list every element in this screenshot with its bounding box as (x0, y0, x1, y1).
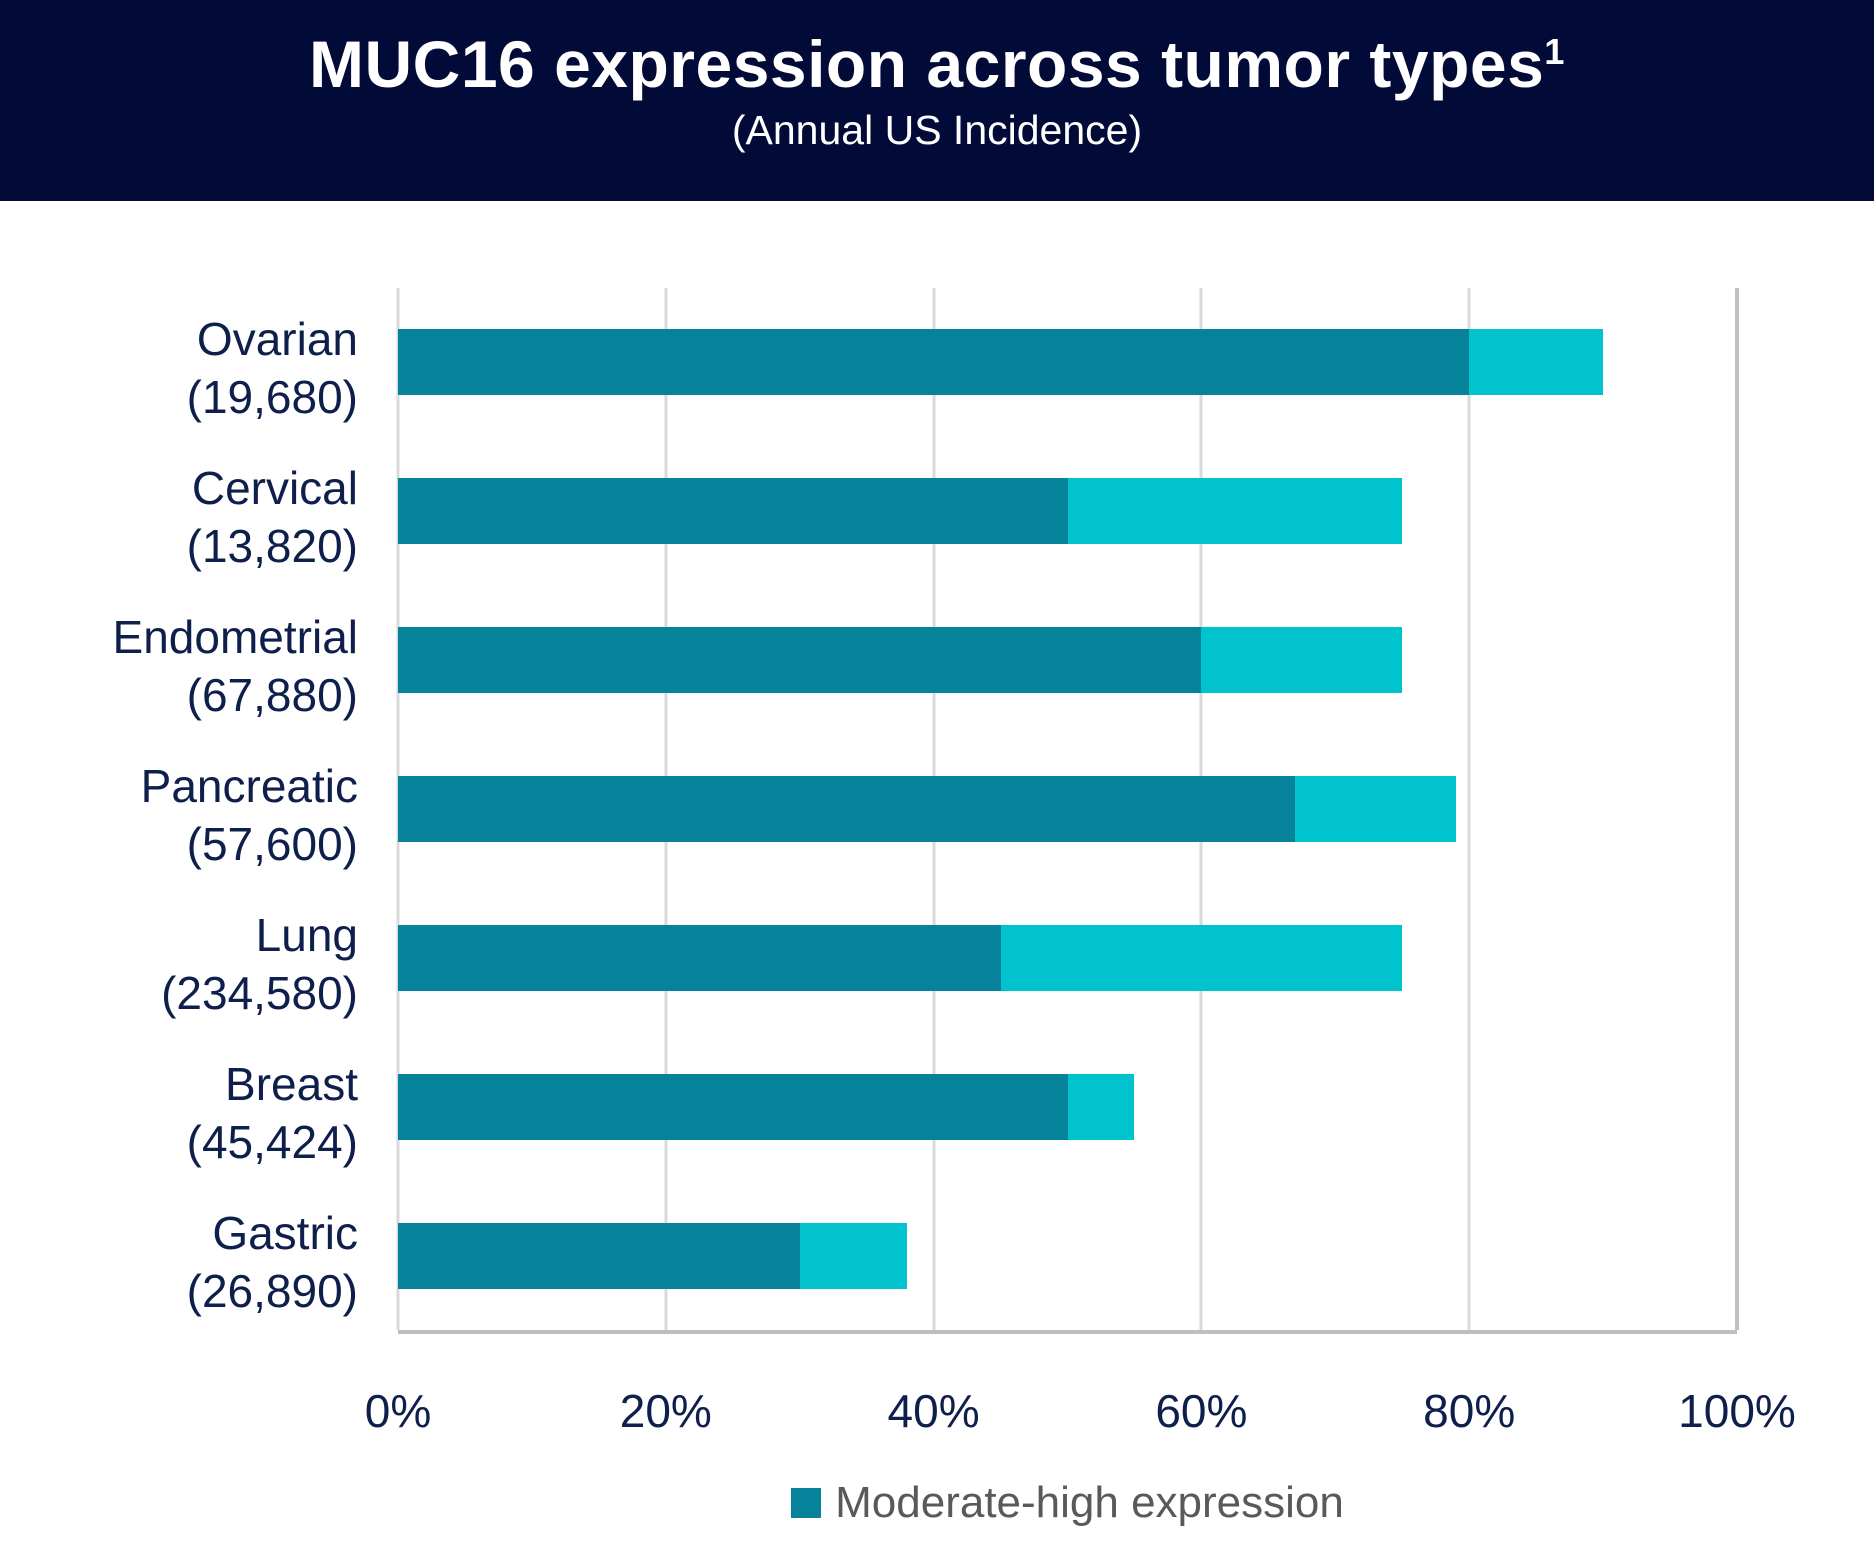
category-label-gastric: Gastric (26,890) (0, 1181, 358, 1330)
category-label-ovarian: Ovarian (19,680) (0, 288, 358, 437)
x-tick-label-20%: 20% (619, 1385, 712, 1437)
category-incidence: (67,880) (186, 669, 358, 722)
chart-title-text: MUC16 expression across tumor types (309, 27, 1545, 101)
x-tick-label-0%: 0% (364, 1385, 432, 1437)
bar-row-endometrial (398, 586, 1737, 735)
x-tick-label-80%: 80% (1423, 1385, 1516, 1437)
gridline-80% (1467, 288, 1471, 1330)
segment-secondary-endometrial (1201, 627, 1403, 694)
segment-secondary-lung (1000, 924, 1403, 991)
bar-row-lung (398, 883, 1737, 1032)
category-incidence: (57,600) (186, 818, 358, 870)
title-footnote-marker: 1 (1544, 31, 1565, 72)
category-name: Endometrial (112, 611, 358, 664)
category-incidence: (26,890) (186, 1264, 358, 1317)
segment-moderate-high-breast (398, 1073, 1068, 1140)
plot-area (396, 288, 1739, 1334)
x-tick-label-40%: 40% (887, 1385, 980, 1437)
category-name: Lung (255, 908, 358, 961)
category-name: Pancreatic (140, 760, 358, 813)
x-tick-label-60%: 60% (1155, 1385, 1248, 1437)
bar-row-cervical (398, 437, 1737, 586)
category-name: Ovarian (196, 313, 358, 366)
category-label-pancreatic: Pancreatic (57,600) (0, 735, 358, 884)
category-incidence: (45,424) (186, 1115, 358, 1168)
segment-moderate-high-gastric (398, 1222, 800, 1289)
segment-moderate-high-pancreatic (398, 776, 1296, 842)
bar-row-ovarian (398, 288, 1737, 437)
bar-row-breast (398, 1032, 1737, 1181)
bar-row-gastric (398, 1181, 1737, 1330)
category-incidence: (19,680) (186, 371, 358, 424)
header-banner: MUC16 expression across tumor types1 (An… (0, 0, 1874, 201)
legend-swatch-moderate-high-icon (791, 1488, 822, 1518)
category-label-cervical: Cervical (13,820) (0, 437, 358, 586)
x-tick-label-100%: 100% (1678, 1385, 1796, 1437)
segment-secondary-pancreatic (1295, 776, 1456, 842)
category-name: Breast (225, 1057, 358, 1110)
segment-moderate-high-lung (398, 924, 1001, 991)
category-labels: Ovarian (19,680) Cervical (13,820) Endometri… (0, 288, 358, 1330)
bars-layer (398, 288, 1737, 1330)
category-incidence: (234,580) (161, 966, 358, 1019)
bar-row-pancreatic (398, 735, 1737, 884)
gridline-100% (1735, 288, 1739, 1330)
category-incidence: (13,820) (186, 520, 358, 573)
segment-secondary-ovarian (1469, 329, 1604, 396)
category-name: Cervical (191, 462, 358, 515)
segment-moderate-high-endometrial (398, 627, 1202, 694)
category-label-lung: Lung (234,580) (0, 883, 358, 1032)
segment-secondary-breast (1067, 1073, 1135, 1140)
category-label-breast: Breast (45,424) (0, 1032, 358, 1181)
x-axis: 0% 20% 40% 60% 80% 100% (365, 1384, 1796, 1454)
segment-moderate-high-ovarian (398, 329, 1470, 396)
legend-label: Moderate-high expression (835, 1478, 1344, 1527)
chart-subtitle: (Annual US Incidence) (731, 107, 1143, 154)
category-name: Gastric (212, 1206, 358, 1259)
segment-secondary-cervical (1067, 478, 1403, 545)
segment-moderate-high-cervical (398, 478, 1068, 545)
legend: Moderate-high expression (398, 1478, 1737, 1528)
chart-title: MUC16 expression across tumor types1 (0, 0, 1874, 99)
category-label-endometrial: Endometrial (67,880) (0, 586, 358, 735)
segment-secondary-gastric (799, 1222, 907, 1289)
